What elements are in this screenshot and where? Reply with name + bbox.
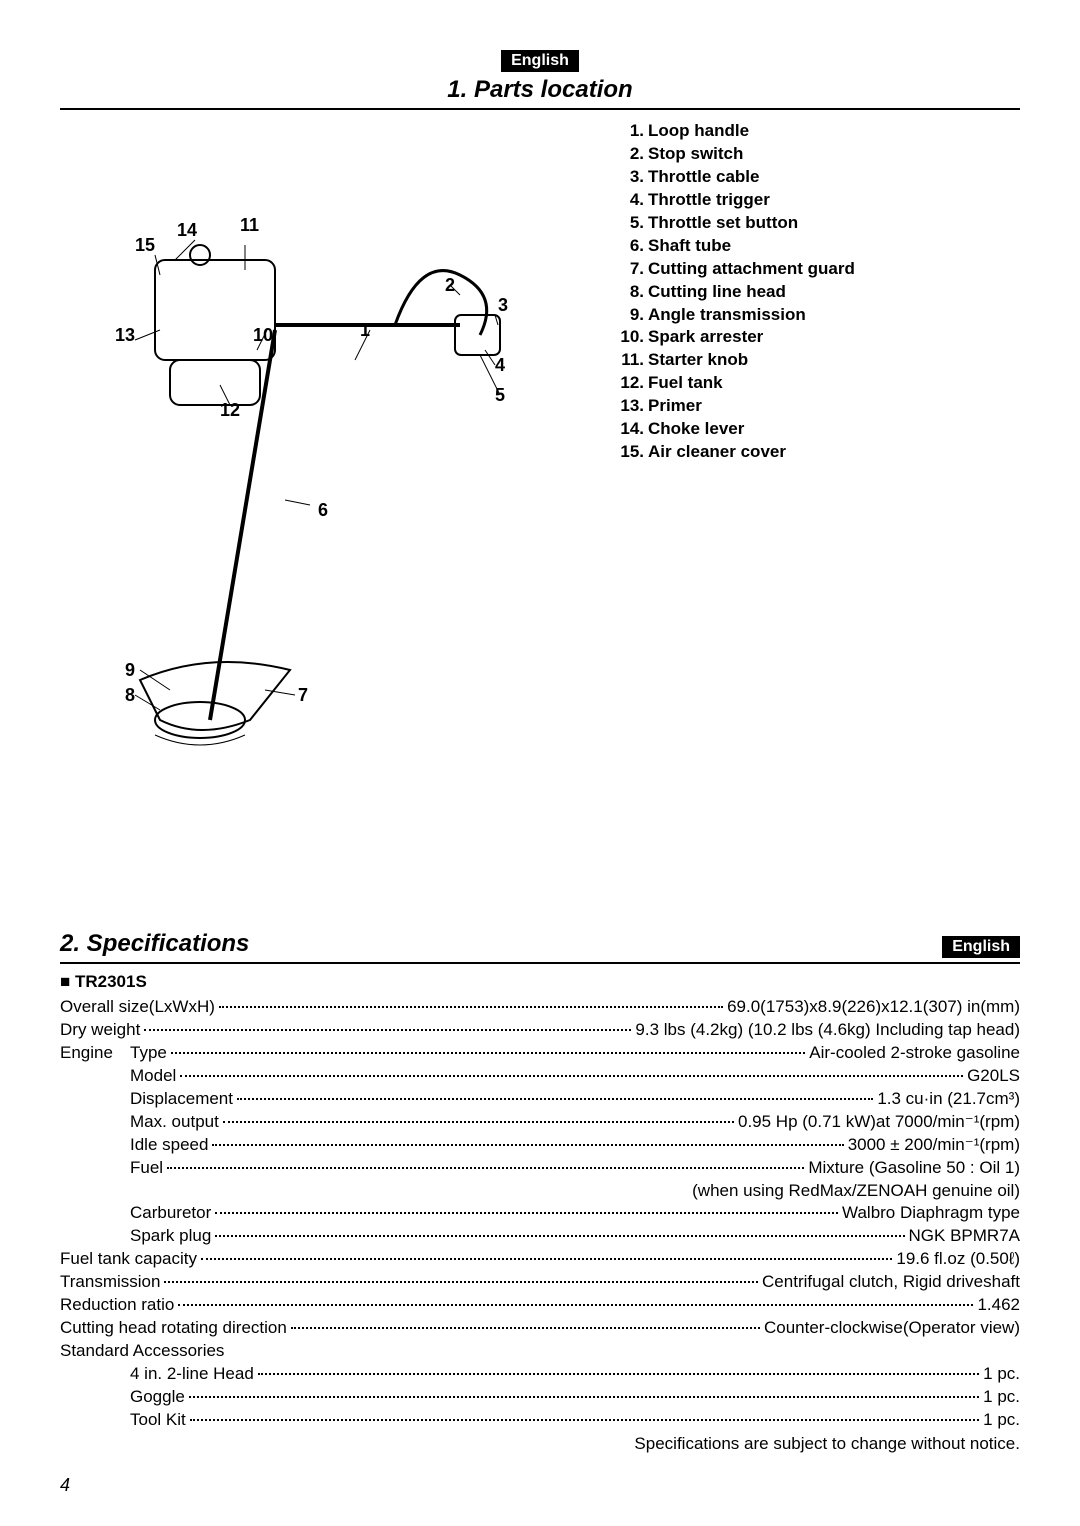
callout-6: 6 [318,500,328,521]
language-badge-2: English [942,936,1020,958]
section-2-title: 2. Specifications [60,930,249,958]
callout-5: 5 [495,385,505,406]
callout-2: 2 [445,275,455,296]
part-item: 8.Cutting line head [620,281,1020,304]
callout-11: 11 [240,215,259,236]
spec-row: EngineTypeAir-cooled 2-stroke gasoline [60,1042,1020,1065]
section-rule-2 [60,962,1020,964]
callout-14: 14 [177,220,197,241]
part-item: 15.Air cleaner cover [620,441,1020,464]
spec-row: Dry weight9.3 lbs (4.2kg) (10.2 lbs (4.6… [60,1019,1020,1042]
part-item: 4.Throttle trigger [620,189,1020,212]
callout-3: 3 [498,295,508,316]
part-item: 11.Starter knob [620,349,1020,372]
spec-row: 4 in. 2-line Head1 pc. [60,1363,1020,1386]
callout-12: 12 [220,400,240,421]
parts-diagram: 1 2 3 4 5 6 7 8 9 10 11 12 13 14 15 [60,120,600,770]
part-item: 9.Angle transmission [620,304,1020,327]
spec-row: Overall size(LxWxH)69.0(1753)x8.9(226)x1… [60,996,1020,1019]
spec-row: CarburetorWalbro Diaphragm type [60,1202,1020,1225]
spec-row: TransmissionCentrifugal clutch, Rigid dr… [60,1271,1020,1294]
spec-row: Goggle1 pc. [60,1386,1020,1409]
spec-row: Tool Kit1 pc. [60,1409,1020,1432]
part-item: 13.Primer [620,395,1020,418]
callout-13: 13 [115,325,135,346]
model-label: ■ TR2301S [60,972,1020,992]
part-item: 1.Loop handle [620,120,1020,143]
callout-8: 8 [125,685,135,706]
callout-10: 10 [253,325,273,346]
part-item: 3.Throttle cable [620,166,1020,189]
spec-row: Max. output0.95 Hp (0.71 kW)at 7000/min⁻… [60,1111,1020,1134]
spec-row: Idle speed3000 ± 200/min⁻¹(rpm) [60,1134,1020,1157]
spec-footnote: Specifications are subject to change wit… [60,1434,1020,1454]
spec-row: Fuel tank capacity19.6 fl.oz (0.50ℓ) [60,1248,1020,1271]
section-2-header: 2. Specifications English [60,930,1020,958]
spec-row: FuelMixture (Gasoline 50 : Oil 1) [60,1157,1020,1180]
part-item: 14.Choke lever [620,418,1020,441]
spec-row: Reduction ratio1.462 [60,1294,1020,1317]
header: English 1. Parts location [60,50,1020,104]
part-item: 5.Throttle set button [620,212,1020,235]
spec-row: Cutting head rotating directionCounter-c… [60,1317,1020,1340]
callout-1: 1 [360,320,370,341]
specifications-list: Overall size(LxWxH)69.0(1753)x8.9(226)x1… [60,996,1020,1432]
spec-row: ModelG20LS [60,1065,1020,1088]
spec-row: Spark plugNGK BPMR7A [60,1225,1020,1248]
part-item: 7.Cutting attachment guard [620,258,1020,281]
trimmer-illustration [100,200,560,760]
spec-accessories-label: Standard Accessories [60,1340,1020,1363]
section-1-title: 1. Parts location [60,76,1020,104]
spec-fuel-note: (when using RedMax/ZENOAH genuine oil) [60,1180,1020,1203]
callout-15: 15 [135,235,155,256]
section-rule [60,108,1020,110]
spec-row: Displacement1.3 cu·in (21.7cm³) [60,1088,1020,1111]
part-item: 10.Spark arrester [620,326,1020,349]
callout-9: 9 [125,660,135,681]
callout-4: 4 [495,355,505,376]
parts-location-content: 1 2 3 4 5 6 7 8 9 10 11 12 13 14 15 1.Lo… [60,120,1020,770]
part-item: 6.Shaft tube [620,235,1020,258]
page-number: 4 [60,1475,70,1496]
language-badge: English [501,50,579,72]
callout-7: 7 [298,685,308,706]
parts-list: 1.Loop handle 2.Stop switch 3.Throttle c… [600,120,1020,770]
part-item: 12.Fuel tank [620,372,1020,395]
part-item: 2.Stop switch [620,143,1020,166]
